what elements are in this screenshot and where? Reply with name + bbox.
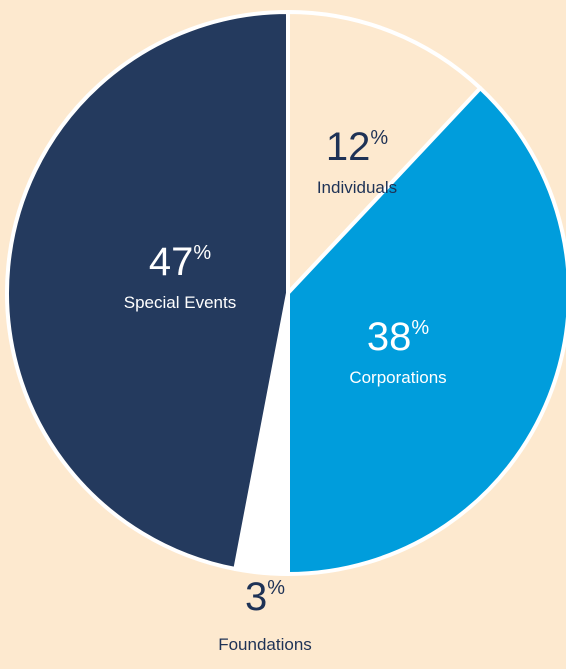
pie-slice bbox=[286, 86, 566, 576]
value-label: 38% bbox=[367, 315, 430, 359]
value-label: 12% bbox=[326, 125, 389, 169]
value-label: 3% bbox=[245, 575, 285, 619]
category-label: Individuals bbox=[317, 178, 397, 197]
pie-slice bbox=[5, 10, 290, 572]
pie-slice bbox=[286, 10, 483, 295]
category-label: Special Events bbox=[124, 293, 236, 312]
value-unit: % bbox=[411, 317, 429, 339]
value-unit: % bbox=[193, 242, 211, 264]
value-number: 38 bbox=[367, 315, 412, 359]
value-number: 12 bbox=[326, 125, 371, 169]
value-unit: % bbox=[370, 127, 388, 149]
category-label: Foundations bbox=[218, 635, 312, 654]
value-number: 3 bbox=[245, 575, 267, 619]
category-label: Corporations bbox=[349, 368, 446, 387]
value-unit: % bbox=[267, 577, 285, 599]
value-label: 47% bbox=[149, 240, 212, 284]
value-number: 47 bbox=[149, 240, 194, 284]
